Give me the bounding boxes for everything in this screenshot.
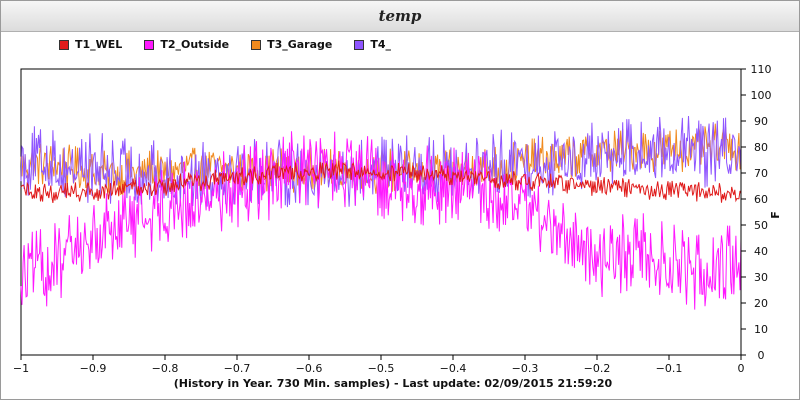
- y-axis-title: F: [769, 211, 782, 219]
- chart-title: temp: [378, 7, 422, 25]
- x-tick-label: −0.6: [296, 362, 323, 375]
- y-tick-label: 70: [754, 167, 768, 180]
- legend-swatch-t4: [354, 39, 365, 50]
- x-tick-label: −0.9: [80, 362, 107, 375]
- x-tick-label: −0.8: [152, 362, 179, 375]
- y-tick-label: 20: [754, 297, 768, 310]
- x-axis-title: (History in Year. 730 Min. samples) - La…: [174, 377, 613, 390]
- y-tick-label: 90: [754, 115, 768, 128]
- x-tick-label: −0.2: [584, 362, 611, 375]
- legend-label-t3: T3_Garage: [267, 38, 333, 51]
- legend-swatch-t3: [251, 39, 262, 50]
- legend: T1_WEL T2_Outside T3_Garage T4_: [59, 38, 413, 51]
- x-tick-label: −0.4: [440, 362, 467, 375]
- plot-area: [20, 68, 742, 356]
- legend-item-t1: T1_WEL: [59, 38, 122, 51]
- y-tick-label: 60: [754, 193, 768, 206]
- x-tick-label: −0.1: [656, 362, 683, 375]
- x-tick-label: −0.5: [368, 362, 395, 375]
- legend-label-t1: T1_WEL: [75, 38, 123, 51]
- x-tick-label: −0.3: [512, 362, 539, 375]
- y-tick-label: 40: [754, 245, 768, 258]
- series-line-t3-garage: [20, 123, 742, 197]
- y-tick-label: 10: [754, 323, 768, 336]
- series-layer: [20, 115, 742, 310]
- series-line-t1-wel: [20, 160, 742, 203]
- series-line-t2-outside: [20, 131, 742, 310]
- y-tick-label: 50: [754, 219, 768, 232]
- y-tick-label: 110: [751, 63, 772, 76]
- x-tick-label: −1: [13, 362, 29, 375]
- y-tick-label: 80: [754, 141, 768, 154]
- y-tick-label: 30: [754, 271, 768, 284]
- legend-item-t2: T2_Outside: [144, 38, 229, 51]
- y-tick-label: 0: [758, 349, 765, 362]
- title-bar: temp: [1, 1, 799, 32]
- legend-swatch-t1: [59, 39, 69, 50]
- legend-label-t4: T4_: [370, 38, 392, 51]
- x-tick-label: −0.7: [224, 362, 251, 375]
- plot-frame: [20, 68, 742, 356]
- legend-item-t4: T4_: [354, 38, 391, 51]
- legend-item-t3: T3_Garage: [251, 38, 332, 51]
- legend-swatch-t2: [144, 39, 155, 50]
- axes-layer: −1 −0.9 −0.8 −0.7 −0.6 −0.5 −0.4 −0.3 −0.2 −0.1 00…: [13, 63, 772, 375]
- x-tick-label: 0: [738, 362, 745, 375]
- y-tick-label: 100: [751, 89, 772, 102]
- legend-label-t2: T2_Outside: [160, 38, 230, 51]
